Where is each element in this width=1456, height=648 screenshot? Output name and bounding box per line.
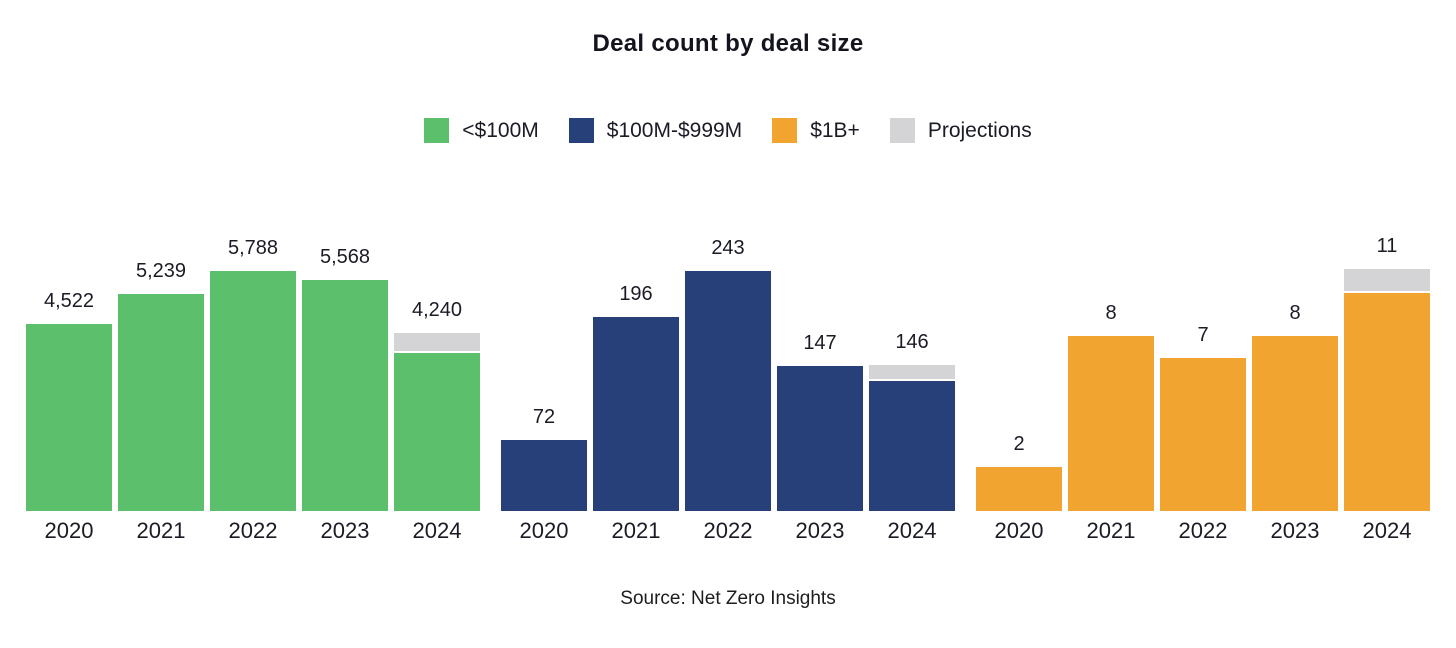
bar-stack: 5,568 (302, 209, 388, 511)
bar-column: 4,240 2024 (394, 209, 480, 544)
bar-value-label: 243 (711, 237, 745, 259)
bar-column: 146 2024 (869, 209, 955, 544)
bar-value-label: 5,788 (227, 237, 279, 259)
bar-$100M-$999M-2023 (777, 365, 863, 511)
bar-column: 4,522 2020 (26, 209, 112, 544)
bar-$1B+-2023 (1252, 336, 1338, 511)
bar-stack: 146 (869, 209, 955, 511)
bar-<$100M-2021 (118, 293, 204, 511)
x-axis-label: 2023 (320, 518, 370, 543)
legend-label: <$100M (462, 118, 539, 142)
x-axis-label: 2022 (703, 518, 753, 543)
bar-column: 5,239 2021 (118, 209, 204, 544)
source-note: Source: Net Zero Insights (620, 588, 836, 609)
bar-column: 243 2022 (685, 209, 771, 544)
bar-value-label: 8 (1289, 302, 1301, 325)
legend-item-projections: Projections (889, 118, 1032, 143)
x-axis-label: 2024 (887, 518, 937, 543)
x-axis-label: 2021 (136, 518, 186, 543)
bar-column: 8 2023 (1252, 209, 1338, 544)
bar-column: 196 2021 (593, 209, 679, 544)
bar-group-$100M-$999M: 72 2020 196 2021 243 2022 147 2023 146 2024 (501, 209, 955, 544)
bar-group-<$100M: 4,522 2020 5,239 2021 5,788 2022 5,568 2023 4,24… (26, 209, 480, 544)
legend-item-1b-plus: $1B+ (772, 118, 860, 143)
bar-$1B+-2024 (1344, 292, 1430, 511)
bar-stack: 72 (501, 209, 587, 511)
x-axis-label: 2024 (1362, 518, 1412, 543)
bar-column: 5,568 2023 (302, 209, 388, 544)
bar-value-label: 5,239 (135, 259, 187, 282)
legend-label: $1B+ (810, 118, 860, 142)
bar-value-label: 8 (1105, 302, 1117, 325)
legend-item-under-100m: <$100M (424, 118, 539, 143)
bar-column: 72 2020 (501, 209, 587, 544)
bar-stack: 11 (1344, 209, 1430, 511)
projection-segment (869, 364, 955, 379)
x-axis-label: 2021 (611, 518, 661, 543)
bar-value-label: 11 (1376, 235, 1398, 258)
bar-value-label: 4,522 (43, 289, 95, 312)
bar-column: 5,788 2022 (210, 209, 296, 544)
bar-column: 11 2024 (1344, 209, 1430, 544)
bar-value-label: 72 (532, 405, 556, 428)
x-axis-label: 2020 (994, 518, 1044, 543)
bar-stack: 4,240 (394, 209, 480, 511)
x-axis-label: 2023 (1270, 518, 1320, 543)
legend-label: $100M-$999M (606, 118, 743, 142)
bar-group-$1B+: 2 2020 8 2021 7 2022 8 2023 11 2024 (976, 209, 1430, 544)
projection-segment (1344, 269, 1430, 291)
projection-segment (394, 333, 480, 351)
bar-value-label: 196 (619, 283, 653, 306)
bar-value-label: 147 (803, 331, 837, 354)
chart-title: Deal count by deal size (592, 30, 864, 57)
bar-stack: 5,239 (118, 209, 204, 511)
bar-column: 2 2020 (976, 209, 1062, 544)
bar-$1B+-2021 (1068, 336, 1154, 511)
bar-value-label: 4,240 (411, 299, 463, 322)
bar-stack: 147 (777, 209, 863, 511)
x-axis-label: 2020 (44, 518, 94, 543)
bar-<$100M-2022 (210, 271, 296, 511)
bar-column: 147 2023 (777, 209, 863, 544)
bar-<$100M-2023 (302, 280, 388, 511)
legend-swatch-green (424, 118, 450, 143)
bar-value-label: 2 (1013, 433, 1025, 456)
bar-value-label: 7 (1197, 324, 1209, 347)
bar-$1B+-2020 (976, 467, 1062, 511)
bar-stack: 8 (1068, 209, 1154, 511)
legend-swatch-navy (568, 118, 594, 143)
bar-chart: 4,522 2020 5,239 2021 5,788 2022 5,568 2023 4,24… (0, 209, 1456, 544)
x-axis-label: 2023 (795, 518, 845, 543)
x-axis-label: 2022 (1178, 518, 1228, 543)
bar-$1B+-2022 (1160, 358, 1246, 511)
bar-stack: 2 (976, 209, 1062, 511)
x-axis-label: 2021 (1086, 518, 1136, 543)
x-axis-label: 2024 (412, 518, 462, 543)
bar-stack: 196 (593, 209, 679, 511)
bar-value-label: 146 (895, 330, 929, 353)
x-axis-label: 2020 (519, 518, 569, 543)
bar-$100M-$999M-2021 (593, 317, 679, 511)
legend-swatch-orange (772, 118, 798, 143)
x-axis-label: 2022 (228, 518, 278, 543)
bar-<$100M-2020 (26, 323, 112, 511)
bar-column: 7 2022 (1160, 209, 1246, 544)
bar-stack: 8 (1252, 209, 1338, 511)
bar-$100M-$999M-2022 (685, 271, 771, 511)
bar-$100M-$999M-2024 (869, 380, 955, 511)
legend-swatch-gray (889, 118, 915, 143)
bar-stack: 7 (1160, 209, 1246, 511)
bar-column: 8 2021 (1068, 209, 1154, 544)
bar-stack: 243 (685, 209, 771, 511)
bar-stack: 4,522 (26, 209, 112, 511)
legend-label: Projections (927, 118, 1032, 142)
legend-item-100m-999m: $100M-$999M (568, 118, 743, 143)
bar-<$100M-2024 (394, 352, 480, 511)
bar-value-label: 5,568 (319, 246, 371, 269)
legend: <$100M $100M-$999M $1B+ Projections (0, 118, 1456, 143)
bar-$100M-$999M-2020 (501, 439, 587, 511)
bar-stack: 5,788 (210, 209, 296, 511)
